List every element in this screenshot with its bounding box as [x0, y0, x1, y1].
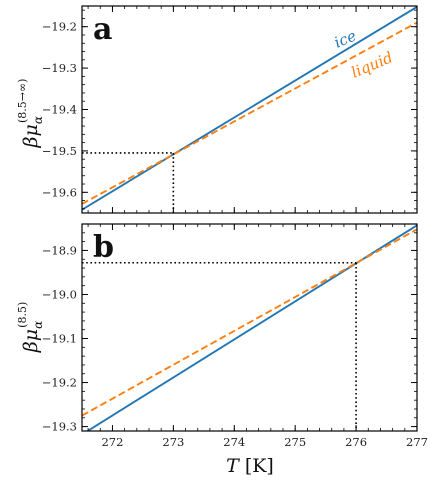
- panel-a-ylabel: βμα(8.5→∞): [16, 79, 45, 149]
- panel-b-ytick-label: −19.2: [42, 376, 77, 390]
- panel-b-xtick-label: 274: [223, 435, 245, 449]
- panel-a-liquid-label: liquid: [349, 48, 396, 81]
- panel-a-frame: [81, 5, 418, 214]
- panel-a-letter: a: [93, 12, 112, 47]
- panel-a-series-liquid: [82, 21, 417, 205]
- panel-b-xtick-label: 273: [162, 435, 184, 449]
- panel-a-ylabel-sup: (8.5→∞): [16, 79, 29, 123]
- panel-a-ytick-label: −19.3: [42, 61, 77, 75]
- x-axis-unit: [K]: [245, 455, 274, 477]
- panel-b-series-liquid: [82, 228, 417, 417]
- panel-a-series-ice: [82, 6, 417, 211]
- panel-b-xtick-label: 275: [284, 435, 306, 449]
- x-axis-title: T [K]: [226, 455, 274, 477]
- panel-a-guides: [82, 152, 175, 213]
- panel-b-ylabel-symbol: βμ: [20, 329, 42, 353]
- panel-b-ytick-label: −19.1: [42, 332, 77, 346]
- panel-a-ytick-label: −19.5: [42, 144, 77, 158]
- panel-b-ylabel-sub: α: [31, 321, 45, 329]
- panel-b-xtick-label: 277: [406, 435, 428, 449]
- panel-b-ytick-label: −19.3: [42, 420, 77, 434]
- panel-b-ytick-label: −19.0: [42, 287, 77, 301]
- panel-a-ice-label: ice: [332, 26, 359, 51]
- panel-b-xtick-label: 272: [101, 435, 123, 449]
- panel-b-series: [82, 224, 417, 431]
- panel-a-ytick-label: −19.6: [42, 185, 77, 199]
- panel-b-letter: b: [93, 230, 114, 265]
- panel-a-ytick-label: −19.4: [42, 103, 77, 117]
- panel-a: −19.2 −19.3 −19.4 −19.5 −19.6 a ice liquid β…: [16, 5, 418, 214]
- panel-b-guides: [82, 261, 357, 431]
- panel-b-ytick-label: −18.9: [42, 243, 77, 257]
- panel-b-ylabel-sup: (8.5): [16, 302, 29, 328]
- panel-a-ytick-label: −19.2: [42, 20, 77, 34]
- panel-a-ylabel-sub: α: [31, 116, 45, 124]
- x-axis-symbol: T: [226, 455, 240, 477]
- panel-b: −18.9 −19.0 −19.1 −19.2 −19.3 272 273 274 275 276…: [16, 223, 428, 477]
- panel-b-frame: [81, 223, 418, 432]
- panel-b-xtick-label: 276: [345, 435, 367, 449]
- panel-a-ylabel-symbol: βμ: [20, 124, 42, 148]
- panel-a-series: [82, 6, 417, 211]
- panel-b-ylabel: βμα(8.5): [16, 302, 45, 354]
